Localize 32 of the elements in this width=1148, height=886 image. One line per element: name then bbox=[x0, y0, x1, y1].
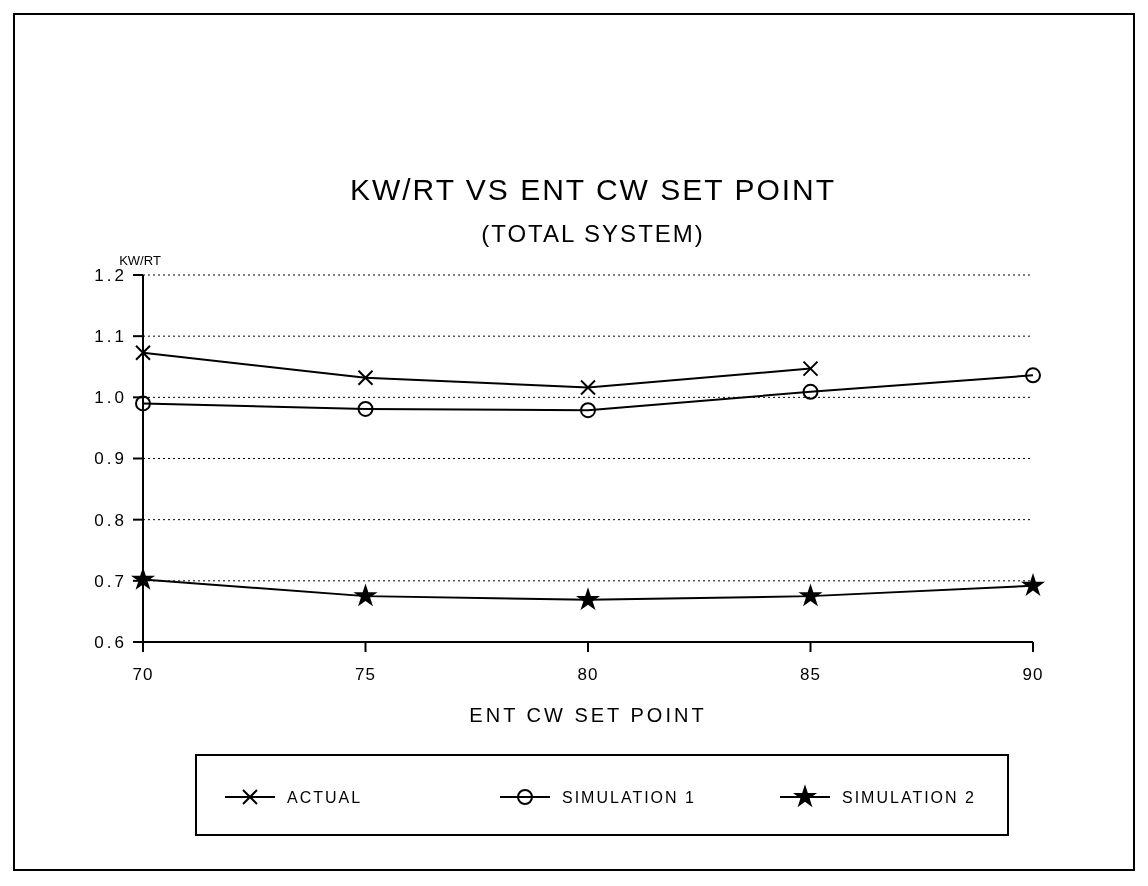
y-tick-label: 1.0 bbox=[94, 388, 127, 408]
point bbox=[802, 360, 819, 377]
legend-label: SIMULATION 1 bbox=[562, 789, 696, 806]
x-tick-label: 75 bbox=[355, 665, 376, 684]
y-tick-label: 0.7 bbox=[94, 571, 127, 591]
x-tick-label: 90 bbox=[1022, 665, 1044, 684]
point bbox=[575, 587, 601, 611]
point bbox=[580, 402, 596, 419]
x-axis-title: ENT CW SET POINT bbox=[469, 704, 707, 726]
point bbox=[1025, 367, 1041, 384]
legend-label: ACTUAL bbox=[287, 789, 363, 806]
point bbox=[580, 379, 596, 396]
point bbox=[798, 583, 823, 607]
y-tick-label: 1.1 bbox=[94, 327, 127, 347]
x-tick-label: 80 bbox=[577, 665, 599, 684]
point bbox=[135, 395, 151, 412]
chart-title: KW/RT VS ENT CW SET POINT bbox=[349, 173, 837, 206]
x-tick-label: 70 bbox=[132, 665, 154, 684]
y-tick-label: 0.9 bbox=[94, 449, 127, 469]
point bbox=[135, 344, 151, 361]
y-axis-title: KW/RT bbox=[119, 253, 161, 268]
y-tick-label: 0.8 bbox=[94, 510, 127, 530]
x-tick-label: 85 bbox=[800, 665, 821, 684]
point bbox=[1020, 573, 1046, 596]
point bbox=[357, 400, 374, 417]
point bbox=[353, 583, 378, 607]
point bbox=[802, 383, 819, 400]
chart-subtitle: (TOTAL SYSTEM) bbox=[481, 220, 705, 247]
legend-label: SIMULATION 2 bbox=[842, 789, 976, 806]
point bbox=[357, 369, 374, 386]
y-tick-label: 0.6 bbox=[94, 632, 127, 652]
y-tick-label: 1.2 bbox=[94, 265, 127, 285]
